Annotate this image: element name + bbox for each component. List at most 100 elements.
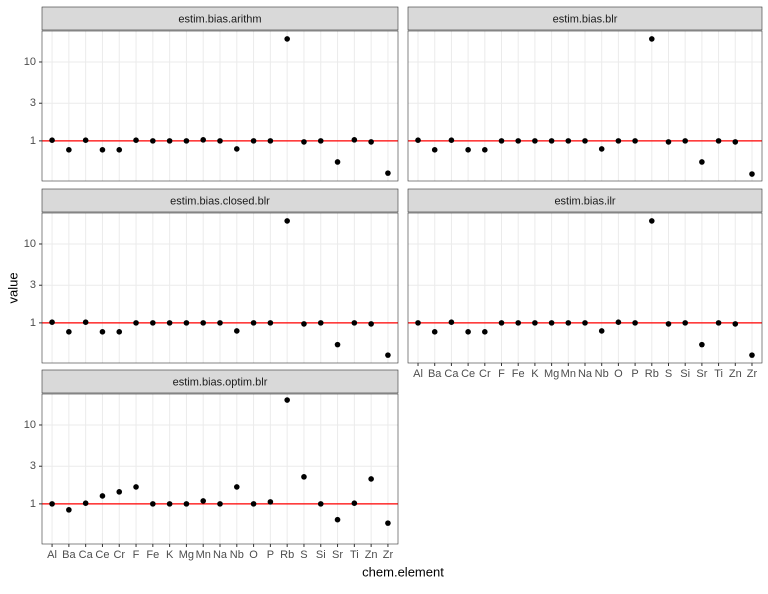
x-tick-label: Zn bbox=[365, 549, 378, 561]
point bbox=[200, 137, 207, 143]
panel-border bbox=[41, 212, 399, 364]
point bbox=[166, 138, 173, 144]
point bbox=[317, 501, 324, 507]
point bbox=[267, 320, 274, 326]
point bbox=[200, 320, 207, 326]
point bbox=[183, 501, 190, 507]
y-tick-label: 1 bbox=[30, 317, 36, 329]
point bbox=[368, 139, 374, 145]
point bbox=[317, 320, 324, 326]
point bbox=[515, 138, 522, 144]
point bbox=[250, 320, 257, 326]
panel-border bbox=[41, 30, 399, 182]
y-tick-label: 10 bbox=[24, 419, 36, 431]
x-tick-label: Al bbox=[47, 549, 57, 561]
point bbox=[66, 507, 72, 513]
point bbox=[532, 320, 538, 326]
point bbox=[582, 320, 588, 326]
point bbox=[368, 476, 374, 482]
point bbox=[715, 138, 722, 144]
point bbox=[150, 138, 156, 144]
point bbox=[385, 352, 391, 358]
x-tick-label: Ce bbox=[461, 368, 475, 380]
point bbox=[301, 474, 307, 480]
point bbox=[465, 329, 471, 335]
point bbox=[632, 138, 638, 144]
x-tick-label: Nb bbox=[230, 549, 244, 561]
point bbox=[99, 493, 106, 499]
x-tick-label: Sr bbox=[332, 549, 343, 561]
point bbox=[565, 320, 572, 326]
point bbox=[351, 500, 358, 506]
point bbox=[665, 139, 672, 145]
strip bbox=[41, 369, 399, 394]
x-tick-label: O bbox=[614, 368, 623, 380]
point bbox=[548, 320, 555, 326]
x-tick-label: K bbox=[531, 368, 539, 380]
point bbox=[482, 329, 488, 335]
x-tick-label: F bbox=[133, 549, 140, 561]
point bbox=[615, 319, 622, 325]
point bbox=[682, 320, 688, 326]
point bbox=[267, 138, 274, 144]
panel-border bbox=[407, 30, 763, 182]
point bbox=[415, 320, 421, 326]
point bbox=[334, 516, 341, 523]
point bbox=[116, 147, 123, 153]
point bbox=[415, 137, 421, 143]
x-tick-label: S bbox=[665, 368, 672, 380]
point bbox=[133, 320, 139, 326]
point bbox=[351, 320, 358, 326]
point bbox=[368, 321, 374, 327]
x-tick-label: K bbox=[166, 549, 174, 561]
point bbox=[217, 501, 223, 507]
point bbox=[699, 159, 705, 165]
x-tick-label: Mg bbox=[179, 549, 194, 561]
strip-label: estim.bias.closed.blr bbox=[170, 195, 270, 207]
point bbox=[682, 138, 688, 144]
y-tick-label: 1 bbox=[30, 498, 36, 510]
x-tick-label: F bbox=[498, 368, 505, 380]
point bbox=[732, 139, 739, 145]
strip-label: estim.bias.arithm bbox=[178, 13, 261, 25]
point bbox=[582, 138, 588, 144]
strip-label: estim.bias.ilr bbox=[554, 195, 615, 207]
point bbox=[233, 146, 240, 152]
point bbox=[116, 329, 123, 335]
x-axis-title: chem.element bbox=[362, 564, 444, 579]
x-tick-label: Si bbox=[316, 549, 326, 561]
strip bbox=[407, 6, 763, 31]
point bbox=[301, 139, 307, 145]
point bbox=[615, 138, 622, 144]
y-tick-label: 3 bbox=[30, 279, 36, 291]
y-tick-label: 1 bbox=[30, 135, 36, 147]
point bbox=[699, 341, 705, 348]
point bbox=[66, 329, 72, 335]
point bbox=[82, 319, 89, 325]
point bbox=[565, 138, 572, 144]
y-axis-title: value bbox=[5, 272, 20, 303]
point bbox=[200, 498, 207, 504]
strip bbox=[41, 188, 399, 213]
point bbox=[66, 147, 72, 153]
x-tick-label: Zn bbox=[729, 368, 742, 380]
point bbox=[749, 171, 755, 177]
y-tick-label: 3 bbox=[30, 460, 36, 472]
point bbox=[284, 397, 290, 403]
x-tick-label: Zr bbox=[747, 368, 758, 380]
point bbox=[267, 499, 274, 505]
point bbox=[498, 138, 505, 144]
x-tick-label: Sr bbox=[696, 368, 707, 380]
point bbox=[448, 137, 455, 143]
point bbox=[250, 501, 257, 507]
point bbox=[598, 328, 605, 334]
point bbox=[99, 329, 106, 335]
x-tick-label: Rb bbox=[645, 368, 659, 380]
point bbox=[598, 146, 605, 152]
point bbox=[284, 218, 290, 224]
point bbox=[183, 138, 190, 144]
point bbox=[482, 147, 488, 153]
x-tick-label: Fe bbox=[512, 368, 525, 380]
y-tick-label: 10 bbox=[24, 238, 36, 250]
